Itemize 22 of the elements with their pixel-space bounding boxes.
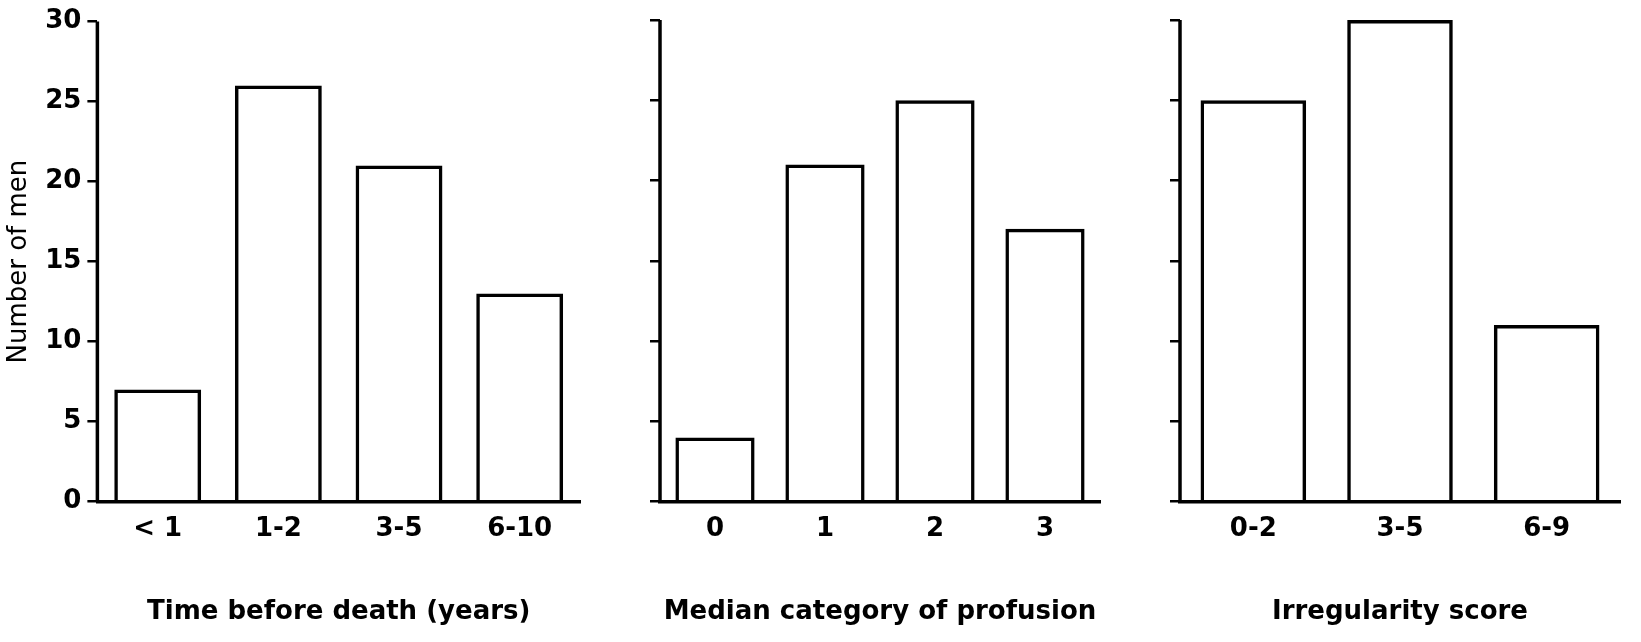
- x-tick-label: 3-5: [375, 511, 423, 542]
- y-tick-label: 20: [45, 164, 82, 195]
- x-axis-title: Irregularity score: [1272, 595, 1528, 626]
- y-tick-label: 30: [45, 4, 82, 35]
- x-tick-label: 2: [925, 511, 945, 542]
- x-tick-label: 3-5: [1376, 511, 1424, 542]
- y-tick-label: 25: [45, 84, 82, 115]
- x-tick-label: 0: [705, 511, 725, 542]
- x-tick-label: 1-2: [254, 511, 302, 542]
- x-tick-label: 1: [815, 511, 835, 542]
- x-tick-label: 6-9: [1523, 511, 1571, 542]
- y-tick-label: 10: [45, 324, 82, 355]
- x-tick-label: 3: [1035, 511, 1055, 542]
- y-tick-label: 5: [63, 404, 82, 435]
- y-tick-label: 0: [63, 484, 82, 515]
- x-axis-title: Time before death (years): [147, 595, 531, 626]
- x-tick-label: < 1: [133, 511, 183, 542]
- y-tick-label: 15: [45, 244, 82, 275]
- x-tick-label: 0-2: [1229, 511, 1277, 542]
- y-axis-title: Number of men: [2, 159, 33, 364]
- x-tick-label: 6-10: [487, 511, 553, 542]
- x-axis-title: Median category of profusion: [663, 595, 1097, 626]
